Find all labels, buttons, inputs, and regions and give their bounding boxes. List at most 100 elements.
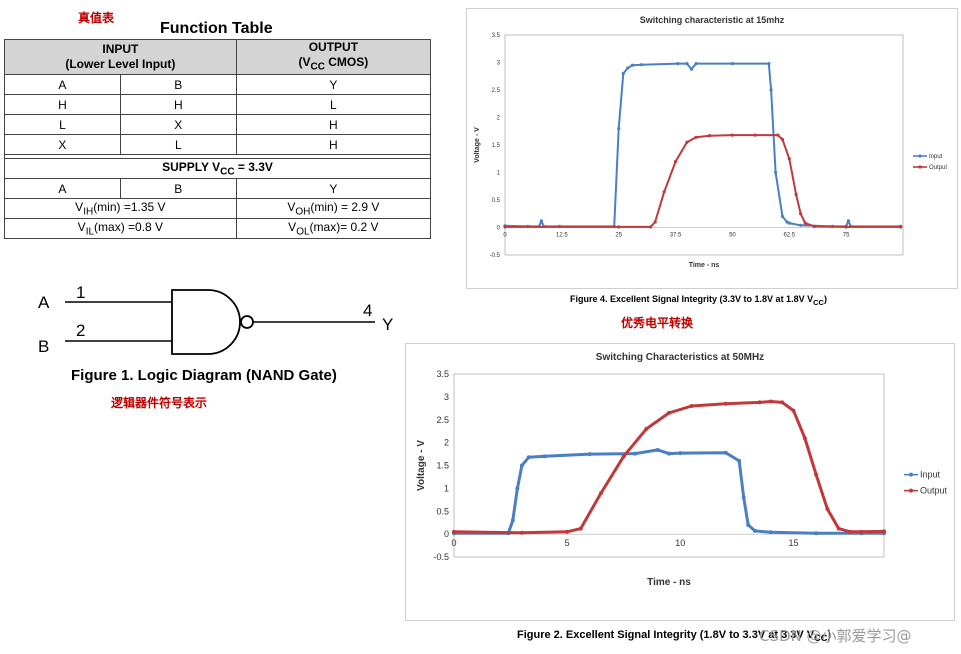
data-point-output <box>653 220 657 224</box>
x-tick-label: 10 <box>675 538 685 548</box>
data-point-output <box>730 133 735 137</box>
data-point-output <box>599 490 604 495</box>
data-point-output <box>776 133 780 137</box>
data-point-output <box>708 134 712 138</box>
y-tick-label: 3.5 <box>436 369 449 379</box>
data-point-input <box>685 62 689 66</box>
series-line-output <box>505 134 901 228</box>
data-point-input <box>767 62 771 66</box>
data-point-output <box>694 135 698 139</box>
x-axis-label: Time - ns <box>689 262 720 269</box>
data-point-output <box>768 399 773 404</box>
data-point-input <box>746 522 751 527</box>
data-point-output <box>753 133 757 137</box>
data-point-output <box>685 140 689 144</box>
x-tick-label: 25 <box>615 233 622 239</box>
data-point-output <box>503 225 507 229</box>
data-point-input <box>774 170 778 175</box>
series-line-input <box>454 448 884 535</box>
y-tick-label: 2.5 <box>492 88 501 94</box>
x-tick-label: 12.5 <box>556 233 568 239</box>
y-tick-label: 3.5 <box>492 33 501 39</box>
data-point-output <box>565 529 570 534</box>
legend-label-output: Output <box>929 165 947 171</box>
data-point-output <box>814 472 819 477</box>
legend-label-input: Input <box>929 154 943 160</box>
data-point-input <box>768 530 773 535</box>
chart-50mhz: Switching Characteristics at 50MHz-0.500… <box>416 352 948 588</box>
plot-area <box>504 34 904 256</box>
figure-2-caption: Figure 2. Excellent Signal Integrity (1.… <box>517 629 832 644</box>
function-table: INPUT (Lower Level Input) OUTPUT (VCC CMOS… <box>4 38 432 240</box>
nand-gate-diagram: A B 1 2 4 Y <box>38 283 393 356</box>
data-point-input <box>787 221 791 225</box>
x-axis-label: Time - ns <box>647 577 691 588</box>
inversion-bubble <box>240 315 254 329</box>
pin-1-label: 1 <box>76 283 85 302</box>
y-tick-label: 2 <box>444 438 449 448</box>
legend-label-input: Input <box>920 470 941 480</box>
x-tick-label: 75 <box>843 233 850 239</box>
data-point-output <box>812 224 816 228</box>
y-axis-label: Voltage - V <box>416 440 427 491</box>
y-tick-label: -0.5 <box>433 552 449 562</box>
x-tick-label: 50 <box>729 233 736 239</box>
data-point-output <box>836 526 841 531</box>
data-point-input <box>639 63 644 67</box>
data-point-output <box>452 529 456 534</box>
data-point-output <box>621 454 626 459</box>
data-point-input <box>846 219 851 223</box>
input-b-label: B <box>38 337 49 356</box>
data-point-output <box>667 410 671 415</box>
data-point-input <box>814 531 819 536</box>
data-point-output <box>825 506 830 511</box>
series-line-input <box>504 62 901 228</box>
data-point-output <box>787 157 791 161</box>
chart-title: Switching Characteristics at 50MHz <box>596 352 764 363</box>
data-point-output <box>689 404 694 409</box>
pin-4-label: 4 <box>363 301 372 320</box>
data-point-input <box>633 451 638 456</box>
y-tick-label: 0.5 <box>492 198 501 204</box>
threshold-row: VIH(min) =1.35 V VOH(min) = 2.9 V <box>4 198 432 220</box>
data-point-output <box>882 529 886 534</box>
series-line-output <box>453 400 885 535</box>
data-point-input <box>539 219 543 223</box>
data-point-input <box>621 71 625 76</box>
data-point-input <box>515 486 520 491</box>
data-point-output <box>617 225 621 229</box>
data-point-output <box>794 192 798 197</box>
data-point-output <box>578 526 583 531</box>
data-point-input <box>769 88 773 92</box>
y-tick-label: 2 <box>497 116 501 122</box>
logic-symbol-note: 逻辑器件符号表示 <box>111 396 208 410</box>
legend-marker-input <box>909 472 913 477</box>
data-point-output <box>803 221 807 225</box>
pin-2-label: 2 <box>76 321 85 340</box>
chart-50mhz-frame: Switching Characteristics at 50MHz -0.5 0 0… <box>405 343 955 621</box>
plot-area <box>453 373 885 558</box>
figure-1-caption: Figure 1. Logic Diagram (NAND Gate) <box>71 367 337 384</box>
chart-title: Switching characteristic at 15mhz <box>640 15 785 25</box>
y-tick-label: -0.5 <box>490 253 501 259</box>
data-point-input <box>510 518 515 523</box>
data-point-output <box>673 159 678 164</box>
legend-label-output: Output <box>920 486 948 496</box>
y-tick-label: 0 <box>497 226 501 232</box>
y-tick-label: 0 <box>444 529 449 539</box>
data-point-input <box>780 214 785 219</box>
y-tick-label: 1 <box>444 483 449 493</box>
y-tick-label: 1 <box>497 171 501 177</box>
function-table-title: Function Table <box>160 20 273 37</box>
data-point-input <box>741 495 746 500</box>
output-y-label: Y <box>382 315 393 334</box>
chart-15mhz-frame: Switching characteristic at 15mhz -0.5 0 0.… <box>466 8 958 289</box>
data-point-output <box>723 401 728 406</box>
data-point-input <box>723 450 728 455</box>
data-point-output <box>844 225 848 229</box>
data-point-input <box>689 67 694 71</box>
data-point-input <box>678 451 683 456</box>
y-tick-label: 2.5 <box>436 415 449 425</box>
